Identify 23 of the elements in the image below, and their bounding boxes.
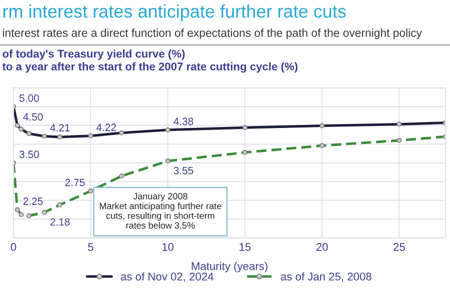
data-label: 2.18 xyxy=(50,218,70,226)
x-axis-title: Maturity (years) xyxy=(192,262,268,272)
data-label: 4.38 xyxy=(174,118,194,126)
chart-subtitle: interest rates are a direct function of expectations of the path of the overnight policy xyxy=(3,28,422,40)
data-label: 4.21 xyxy=(50,124,70,132)
data-label: 3.55 xyxy=(174,166,194,174)
chart-title: rm interest rates anticipate further rate cuts xyxy=(3,4,346,22)
text: of today's Treasury yield curve (%) to a year after the start of the 2007 rate cutting cycle (%) xyxy=(2,50,298,73)
x-tick-label: 5 xyxy=(88,243,94,251)
annotation: January 2008 Market anticipating further rate cuts, resulting in short-term rates below 3.5% xyxy=(100,193,222,229)
data-label: 2.25 xyxy=(23,198,43,205)
legend-label: as of Jan 25, 2008 xyxy=(280,272,372,282)
x-tick-label: 20 xyxy=(316,243,328,251)
data-label: 5.00 xyxy=(19,94,39,102)
data-label: 3.50 xyxy=(19,150,39,158)
data-label: 2.75 xyxy=(65,178,85,186)
x-tick-label: 25 xyxy=(394,243,405,251)
x-tick-label: 10 xyxy=(162,243,174,251)
legend-label: as of Nov 02, 2024 xyxy=(120,272,214,282)
x-tick-label: 15 xyxy=(240,243,251,251)
data-label: 4.50 xyxy=(23,113,43,121)
data-label: 4.22 xyxy=(96,124,116,131)
x-tick-label: 0 xyxy=(10,243,16,251)
